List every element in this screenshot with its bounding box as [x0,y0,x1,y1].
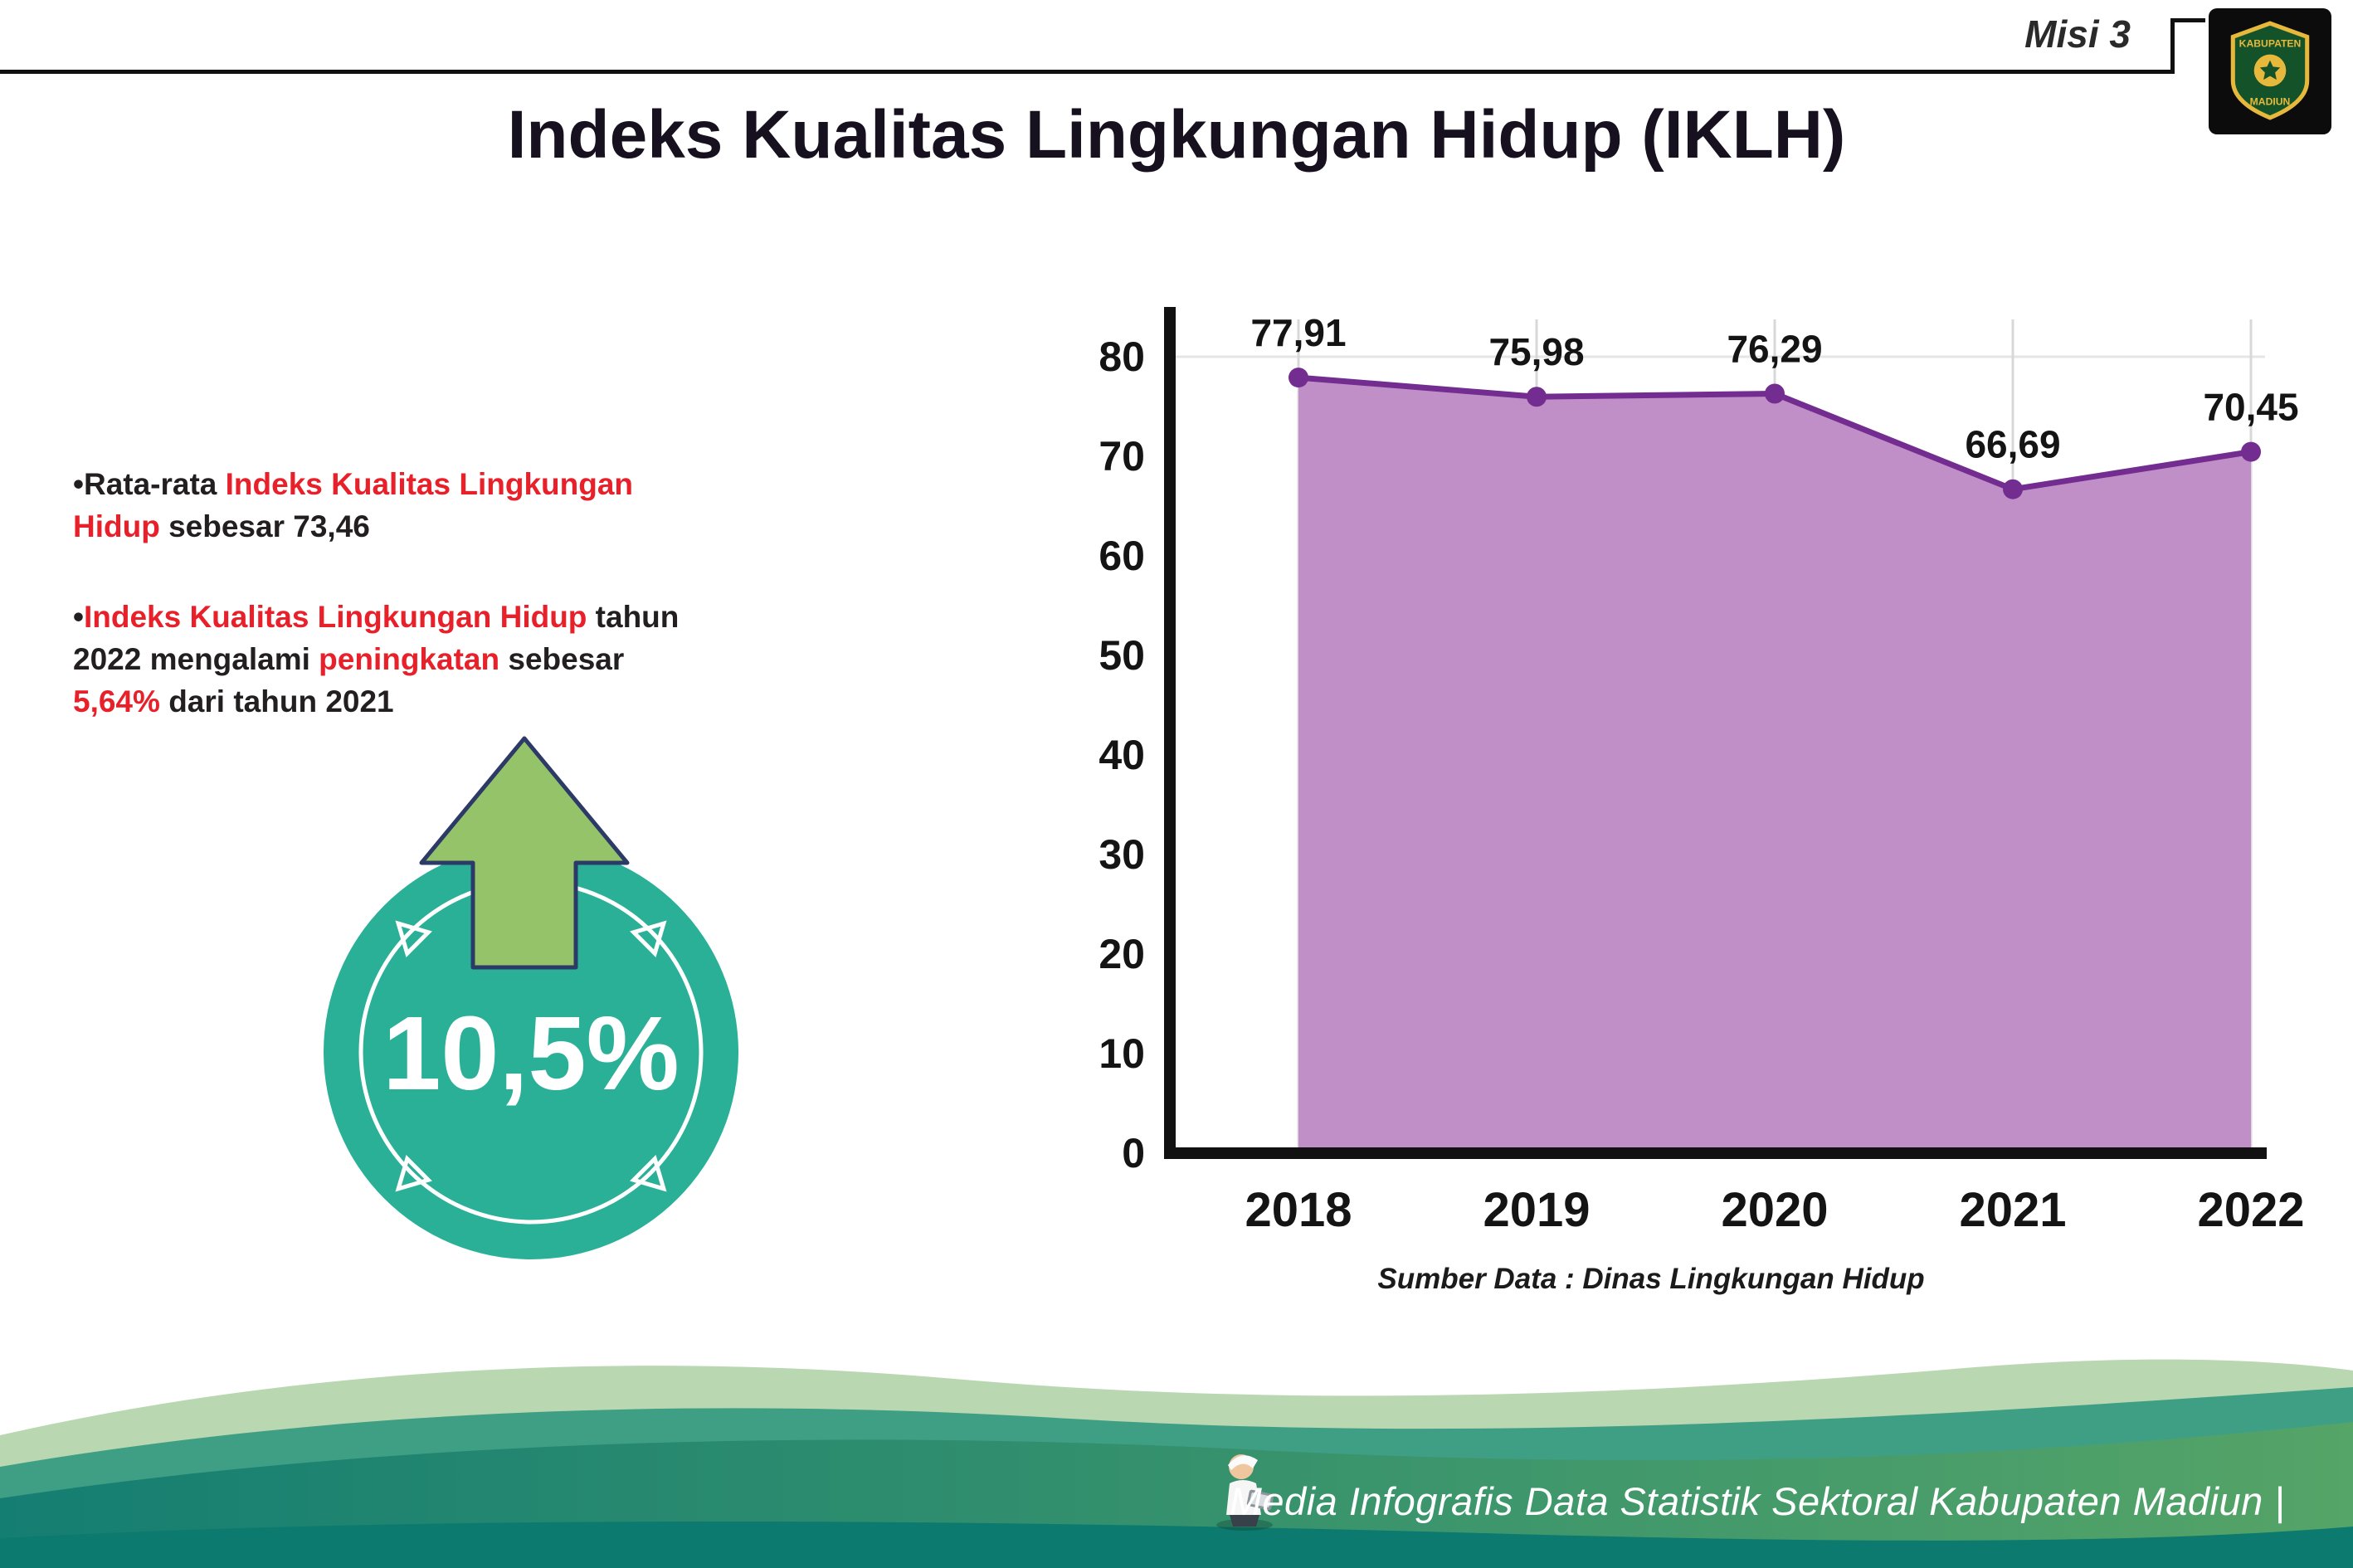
badge-graphic: 10,5% [324,736,738,1259]
footer-waves [0,1359,2353,1568]
bullet-segment: sebesar [499,642,625,677]
bullet-segment: Indeks Kualitas Lingkungan Hidup [83,600,587,635]
header-rule-top [2170,18,2205,22]
bullet-segment: 5,64% [73,684,160,719]
iklh-area-chart: 77,91 75,98 76,29 66,69 70,45 0 10 20 30 40 50 60 70… [1037,274,2331,1278]
badge-ring-ticks [395,920,667,1192]
value-label: 75,98 [1488,330,1584,373]
up-arrow-icon [419,736,630,970]
y-tick-label: 20 [1099,931,1145,977]
bullet-item: •Indeks Kualitas Lingkungan Hidup tahun … [73,596,712,723]
value-label: 70,45 [2203,386,2298,429]
data-point [2241,441,2261,462]
misi-label: Misi 3 [2024,12,2131,56]
value-label: 76,29 [1727,328,1822,371]
badge-circle [324,845,738,1259]
bullet-item: •Rata-rata Indeks Kualitas Lingkungan Hi… [73,463,712,548]
x-tick-label: 2019 [1483,1183,1590,1237]
x-tick-label: 2020 [1721,1183,1828,1237]
data-point [1765,383,1785,404]
y-tick-label: 70 [1099,433,1145,480]
y-tick-label: 30 [1099,831,1145,878]
crest-text-bottom: MADIUN [2250,96,2291,108]
kabupaten-madiun-logo: KABUPATEN MADIUN [2209,8,2331,134]
crest-text-top: KABUPATEN [2239,38,2302,50]
bullet-marker: • [73,467,84,501]
bullet-segment: Indeks Kualitas Lingkungan Hidup [73,467,634,544]
bullet-list: •Rata-rata Indeks Kualitas Lingkungan Hi… [73,463,712,771]
mascot-icon [1205,1445,1284,1531]
source-note: Sumber Data : Dinas Lingkungan Hidup [1377,1263,1925,1295]
bullet-segment: sebesar 73,46 [159,509,370,544]
y-tick-label: 60 [1099,533,1145,579]
data-point [1289,368,1308,388]
value-label: 66,69 [1965,423,2060,466]
bullet-marker: • [73,600,84,635]
data-point [2003,479,2023,499]
chart-canvas: 77,91 75,98 76,29 66,69 70,45 0 10 20 30 40 50 60 70… [1099,307,2305,1237]
area-fill [1298,377,2251,1153]
x-tick-label: 2022 [2197,1183,2304,1237]
y-tick-label: 50 [1099,632,1145,679]
value-label: 77,91 [1250,311,1346,354]
badge-value: 10,5% [382,995,679,1112]
y-tick-label: 40 [1099,732,1145,778]
bullet-segment: tahun 2022 mengalami [73,600,680,677]
x-tick-label: 2021 [1959,1183,2066,1237]
header-rule-corner [2170,18,2175,74]
data-point [1527,387,1547,407]
bullet-segment: dari tahun 2021 [159,684,394,719]
increase-badge: 10,5% [299,720,763,1301]
y-tick-label: 0 [1122,1130,1145,1176]
y-tick-label: 80 [1099,334,1145,380]
star-icon [2259,60,2281,80]
x-tick-label: 2018 [1245,1183,1352,1237]
page-title: Indeks Kualitas Lingkungan Hidup (IKLH) [507,97,1846,173]
y-tick-label: 10 [1099,1030,1145,1077]
bullet-segment: peningkatan [319,642,500,677]
crest-icon: KABUPATEN MADIUN [2230,21,2310,120]
footer-credit: Media Infografis Data Statistik Sektoral… [1229,1479,2285,1523]
bullet-segment: Rata-rata [83,467,226,501]
header-rule [0,70,2170,74]
